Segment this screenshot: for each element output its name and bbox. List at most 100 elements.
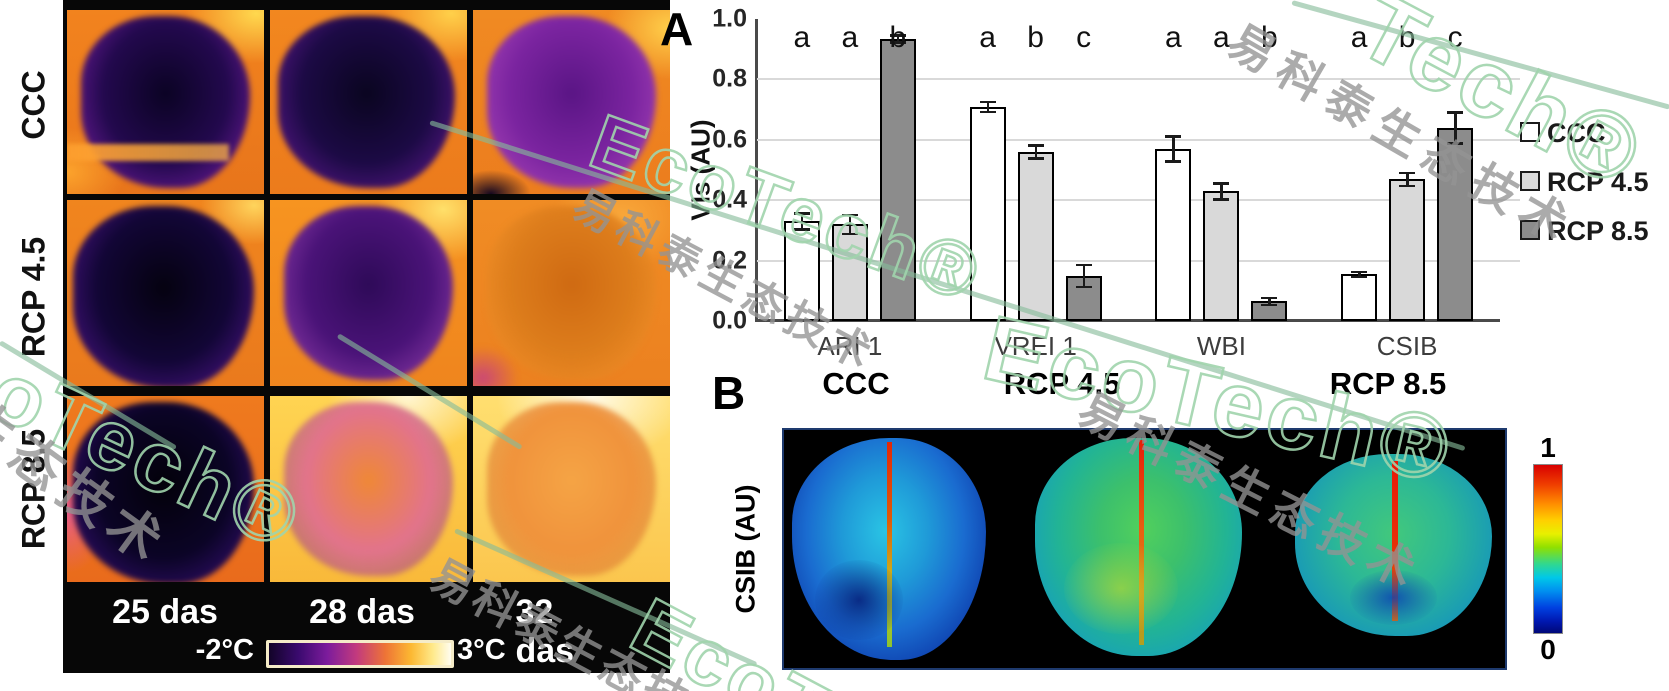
- error-bar-cap: [1027, 157, 1044, 160]
- bar-chart-plot-area: 1.0 0.8 0.6 0.4 0.2 0.0 ARI 1 VREI 1 WBI CSIB a a b a…: [712, 5, 1520, 361]
- bar-ccc-wbi: [1155, 148, 1192, 321]
- error-bar-cap: [1165, 160, 1182, 163]
- thermal-magenta-smudge: [473, 330, 542, 386]
- panel-a-label: A: [660, 3, 694, 55]
- error-bar-cap: [979, 100, 996, 104]
- x-category-label: VREI 1: [994, 331, 1077, 361]
- significance-letter: b: [889, 21, 907, 54]
- error-bar-cap: [1165, 135, 1182, 138]
- bar-ccc-csib: [1341, 274, 1378, 321]
- significance-letter: a: [1213, 21, 1230, 54]
- significance-letter: a: [1350, 21, 1368, 54]
- thermal-row-label-ccc: CCC: [15, 70, 52, 140]
- error-bar-cap: [1213, 182, 1230, 185]
- error-bar-cap: [1399, 171, 1416, 174]
- thermal-col-label-28das: 28 das: [309, 593, 415, 631]
- thermal-colorbar-min-label: -2°C: [195, 634, 254, 666]
- legend-swatch: [1520, 122, 1540, 142]
- significance-letter: c: [1076, 21, 1092, 54]
- bar-rcp4.5-ari1: [831, 224, 868, 321]
- panel-b-col-label-ccc: CCC: [822, 366, 890, 401]
- error-bar-cap: [841, 232, 858, 236]
- thermal-colorbar-max-label: 3°C: [457, 634, 506, 666]
- thermal-leaf: [283, 205, 454, 381]
- error-bar: [1172, 135, 1175, 163]
- error-bar: [1082, 263, 1086, 288]
- thermal-row-label-rcp45: RCP 4.5: [15, 236, 52, 358]
- csib-colorbar: [1533, 464, 1563, 634]
- csib-map-panel: [782, 428, 1507, 670]
- significance-letter: b: [1261, 21, 1278, 54]
- thermal-warm-band: [67, 144, 229, 161]
- error-bar-cap: [889, 41, 906, 44]
- bar-rcp8.5-csib: [1437, 127, 1474, 321]
- legend-swatch: [1520, 220, 1540, 240]
- x-category-label: ARI 1: [817, 331, 883, 361]
- thermal-row-label-rcp85: RCP 8.5: [15, 428, 52, 550]
- error-bar-cap: [1399, 184, 1416, 188]
- gridline: [757, 78, 1520, 81]
- error-bar-cap: [1027, 144, 1044, 147]
- significance-letter: c: [1447, 21, 1463, 54]
- thermal-image-panel: 25 das 28 das 32 das -2°C 3°C: [63, 0, 670, 673]
- error-bar-cap: [1075, 263, 1092, 267]
- thermal-image-rcp85-32das: [473, 396, 670, 582]
- error-bar-cap: [793, 228, 810, 231]
- thermal-image-rcp45-25das: [67, 200, 264, 386]
- thermal-col-label-32das: 32 das: [515, 593, 575, 670]
- error-bar-cap: [793, 212, 810, 215]
- x-category-label: CSIB: [1376, 331, 1438, 361]
- bar-rcp4.5-vrei1: [1017, 151, 1054, 321]
- error-bar-cap: [1261, 303, 1278, 307]
- x-category-label: WBI: [1196, 331, 1246, 361]
- csib-colorbar-min-label: 0: [1540, 634, 1556, 665]
- legend-label: RCP 4.5: [1547, 167, 1649, 197]
- error-bar-cap: [1447, 111, 1464, 114]
- y-tick-label: 0.8: [712, 64, 747, 93]
- legend-swatch: [1520, 171, 1540, 191]
- significance-letter: a: [793, 21, 811, 54]
- y-tick-label: 0.6: [712, 125, 747, 154]
- error-bar: [848, 213, 852, 235]
- y-tick-label: 0.4: [712, 185, 747, 214]
- legend-label: RCP 8.5: [1547, 216, 1649, 246]
- panel-b-col-label-rcp45: RCP 4.5: [1003, 366, 1121, 401]
- thermal-leaf: [277, 15, 456, 189]
- error-bar-cap: [1351, 270, 1368, 274]
- thermal-leaf: [72, 205, 255, 386]
- bar-rcp4.5-wbi: [1203, 191, 1240, 321]
- thermal-image-ccc-28das: [270, 10, 467, 194]
- thermal-col-label-25das: 25 das: [112, 593, 218, 631]
- y-tick-label: 0.2: [712, 246, 747, 275]
- error-bar-cap: [1213, 198, 1230, 201]
- error-bar-cap: [1261, 296, 1278, 300]
- error-bar-cap: [841, 213, 858, 217]
- error-bar-cap: [1351, 275, 1368, 279]
- bar-rcp4.5-csib: [1389, 179, 1426, 321]
- csib-leaf-map-rcp85: [1295, 454, 1492, 636]
- significance-letter: b: [1398, 21, 1416, 54]
- thermal-leaf: [283, 401, 454, 577]
- thermal-image-rcp85-25das: [67, 396, 264, 582]
- significance-letter: a: [979, 21, 996, 54]
- y-tick-label: 0.0: [712, 306, 747, 335]
- thermal-image-ccc-32das: [473, 10, 670, 194]
- significance-letter: a: [841, 21, 859, 54]
- csib-leaf-map-rcp45: [1035, 438, 1242, 656]
- error-bar-cap: [1447, 142, 1464, 145]
- error-bar-cap: [889, 34, 906, 37]
- legend-label: CCC: [1547, 118, 1606, 148]
- y-tick-label: 1.0: [712, 4, 747, 33]
- gridline: [757, 138, 1520, 141]
- error-bar: [1454, 111, 1457, 145]
- panel-b-label: B: [712, 367, 746, 419]
- thermal-image-rcp45-32das: [473, 200, 670, 386]
- panel-b-col-label-rcp85: RCP 8.5: [1329, 366, 1447, 401]
- thermal-image-ccc-25das: [67, 10, 264, 194]
- thermal-colorbar: [266, 640, 454, 668]
- thermal-cold-corner: [473, 153, 562, 194]
- csib-colorbar-max-label: 1: [1540, 432, 1556, 463]
- thermal-leaf: [80, 15, 251, 189]
- thermal-leaf: [72, 401, 255, 582]
